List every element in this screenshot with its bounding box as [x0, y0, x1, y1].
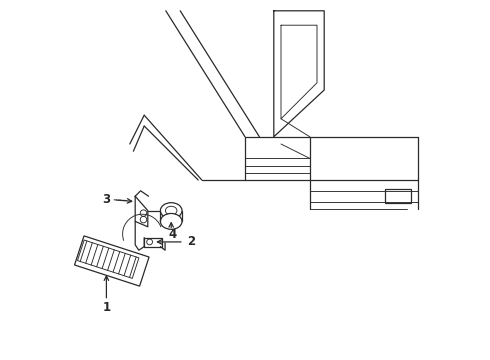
Bar [386, 189, 411, 203]
Text: 3: 3 [102, 193, 110, 206]
Text: 4: 4 [168, 228, 176, 241]
Ellipse shape [160, 213, 182, 229]
Text: 2: 2 [187, 235, 195, 248]
Ellipse shape [160, 203, 182, 219]
Text: 1: 1 [102, 301, 110, 314]
